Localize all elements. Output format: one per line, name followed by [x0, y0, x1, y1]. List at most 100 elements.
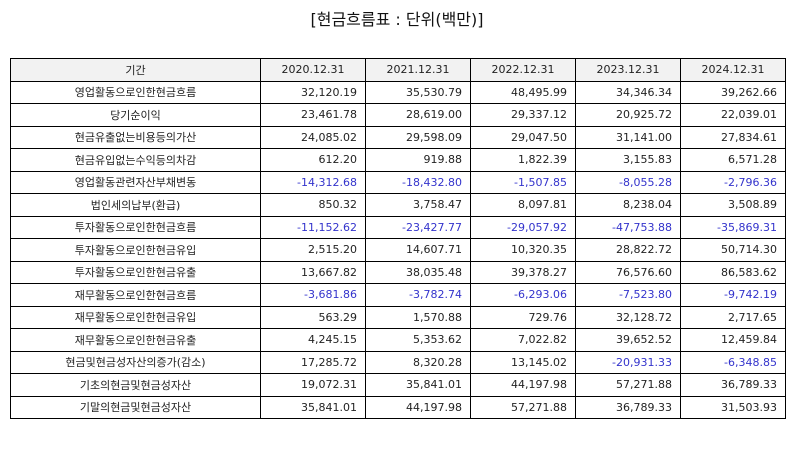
cash-flow-table: 기간 2020.12.31 2021.12.31 2022.12.31 2023.12.…: [10, 58, 786, 419]
column-header-date: 2021.12.31: [365, 58, 471, 82]
row-label: 당기순이익: [10, 103, 261, 127]
row-label: 현금유입없는수익등의차감: [10, 148, 261, 172]
table-row: 투자활동으로인한현금흐름 -11,152.62 -23,427.77 -29,057.…: [10, 215, 786, 239]
value-cell: -3,681.86: [260, 283, 366, 307]
value-cell: 32,128.72: [575, 305, 681, 329]
value-cell: 24,085.02: [260, 125, 366, 149]
value-cell: 38,035.48: [365, 260, 471, 284]
value-cell: 4,245.15: [260, 328, 366, 352]
row-label: 영업활동관련자산부채변동: [10, 170, 261, 194]
value-cell: 563.29: [260, 305, 366, 329]
value-cell: 17,285.72: [260, 350, 366, 374]
value-cell: 27,834.61: [680, 125, 786, 149]
value-cell: 919.88: [365, 148, 471, 172]
value-cell: 57,271.88: [575, 373, 681, 397]
column-header-date: 2022.12.31: [470, 58, 576, 82]
value-cell: 39,262.66: [680, 80, 786, 104]
value-cell: 36,789.33: [575, 395, 681, 419]
table-row: 투자활동으로인한현금유출 13,667.82 38,035.48 39,378.27 7…: [10, 260, 786, 284]
value-cell: 39,652.52: [575, 328, 681, 352]
table-row: 당기순이익 23,461.78 28,619.00 29,337.12 20,925.7…: [10, 103, 786, 127]
row-label: 재무활동으로인한현금흐름: [10, 283, 261, 307]
table-row: 현금및현금성자산의증가(감소) 17,285.72 8,320.28 13,145.0…: [10, 350, 786, 374]
column-header-date: 2024.12.31: [680, 58, 786, 82]
value-cell: 13,145.02: [470, 350, 576, 374]
value-cell: 34,346.34: [575, 80, 681, 104]
value-cell: 6,571.28: [680, 148, 786, 172]
value-cell: -29,057.92: [470, 215, 576, 239]
value-cell: -47,753.88: [575, 215, 681, 239]
table-row: 기초의현금및현금성자산 19,072.31 35,841.01 44,197.98 57…: [10, 373, 786, 397]
value-cell: 31,141.00: [575, 125, 681, 149]
table-row: 현금유입없는수익등의차감 612.20 919.88 1,822.39 3,155.83…: [10, 148, 786, 172]
value-cell: 1,822.39: [470, 148, 576, 172]
value-cell: -23,427.77: [365, 215, 471, 239]
value-cell: 3,155.83: [575, 148, 681, 172]
table-row: 영업활동으로인한현금흐름 32,120.19 35,530.79 48,495.99 3…: [10, 80, 786, 104]
value-cell: 850.32: [260, 193, 366, 217]
value-cell: -2,796.36: [680, 170, 786, 194]
row-label: 재무활동으로인한현금유입: [10, 305, 261, 329]
value-cell: 28,822.72: [575, 238, 681, 262]
value-cell: 14,607.71: [365, 238, 471, 262]
table-row: 투자활동으로인한현금유입 2,515.20 14,607.71 10,320.35 28…: [10, 238, 786, 262]
value-cell: 31,503.93: [680, 395, 786, 419]
value-cell: 29,337.12: [470, 103, 576, 127]
value-cell: 1,570.88: [365, 305, 471, 329]
value-cell: 39,378.27: [470, 260, 576, 284]
value-cell: 20,925.72: [575, 103, 681, 127]
value-cell: 29,047.50: [470, 125, 576, 149]
value-cell: 729.76: [470, 305, 576, 329]
table-row: 재무활동으로인한현금유입 563.29 1,570.88 729.76 32,128.7…: [10, 305, 786, 329]
table-header: 기간 2020.12.31 2021.12.31 2022.12.31 2023.12.…: [10, 58, 786, 82]
value-cell: 32,120.19: [260, 80, 366, 104]
value-cell: 86,583.62: [680, 260, 786, 284]
value-cell: 7,022.82: [470, 328, 576, 352]
value-cell: 12,459.84: [680, 328, 786, 352]
value-cell: 57,271.88: [470, 395, 576, 419]
value-cell: -9,742.19: [680, 283, 786, 307]
value-cell: 3,758.47: [365, 193, 471, 217]
value-cell: -6,348.85: [680, 350, 786, 374]
header-row: 기간 2020.12.31 2021.12.31 2022.12.31 2023.12.…: [10, 58, 786, 82]
row-label: 기말의현금및현금성자산: [10, 395, 261, 419]
table-row: 영업활동관련자산부채변동 -14,312.68 -18,432.80 -1,507.8…: [10, 170, 786, 194]
value-cell: 50,714.30: [680, 238, 786, 262]
row-label: 투자활동으로인한현금유출: [10, 260, 261, 284]
row-label: 법인세의납부(환급): [10, 193, 261, 217]
value-cell: 3,508.89: [680, 193, 786, 217]
value-cell: -3,782.74: [365, 283, 471, 307]
value-cell: -7,523.80: [575, 283, 681, 307]
row-label: 현금및현금성자산의증가(감소): [10, 350, 261, 374]
row-label: 현금유출없는비용등의가산: [10, 125, 261, 149]
value-cell: 612.20: [260, 148, 366, 172]
table-row: 재무활동으로인한현금흐름 -3,681.86 -3,782.74 -6,293.06-…: [10, 283, 786, 307]
value-cell: -8,055.28: [575, 170, 681, 194]
value-cell: -14,312.68: [260, 170, 366, 194]
value-cell: 23,461.78: [260, 103, 366, 127]
value-cell: -18,432.80: [365, 170, 471, 194]
value-cell: 36,789.33: [680, 373, 786, 397]
value-cell: 44,197.98: [365, 395, 471, 419]
value-cell: 35,530.79: [365, 80, 471, 104]
value-cell: -11,152.62: [260, 215, 366, 239]
value-cell: 10,320.35: [470, 238, 576, 262]
value-cell: 8,320.28: [365, 350, 471, 374]
value-cell: 19,072.31: [260, 373, 366, 397]
column-header-date: 2020.12.31: [260, 58, 366, 82]
table-row: 현금유출없는비용등의가산 24,085.02 29,598.09 29,047.50 3…: [10, 125, 786, 149]
row-label: 기초의현금및현금성자산: [10, 373, 261, 397]
value-cell: 8,238.04: [575, 193, 681, 217]
value-cell: 2,717.65: [680, 305, 786, 329]
value-cell: -1,507.85: [470, 170, 576, 194]
page-title: [현금흐름표 : 단위(백만)]: [310, 10, 484, 29]
value-cell: 48,495.99: [470, 80, 576, 104]
row-label: 영업활동으로인한현금흐름: [10, 80, 261, 104]
value-cell: 29,598.09: [365, 125, 471, 149]
value-cell: 35,841.01: [260, 395, 366, 419]
row-label: 재무활동으로인한현금유출: [10, 328, 261, 352]
value-cell: 28,619.00: [365, 103, 471, 127]
value-cell: -6,293.06: [470, 283, 576, 307]
value-cell: 13,667.82: [260, 260, 366, 284]
column-header-date: 2023.12.31: [575, 58, 681, 82]
